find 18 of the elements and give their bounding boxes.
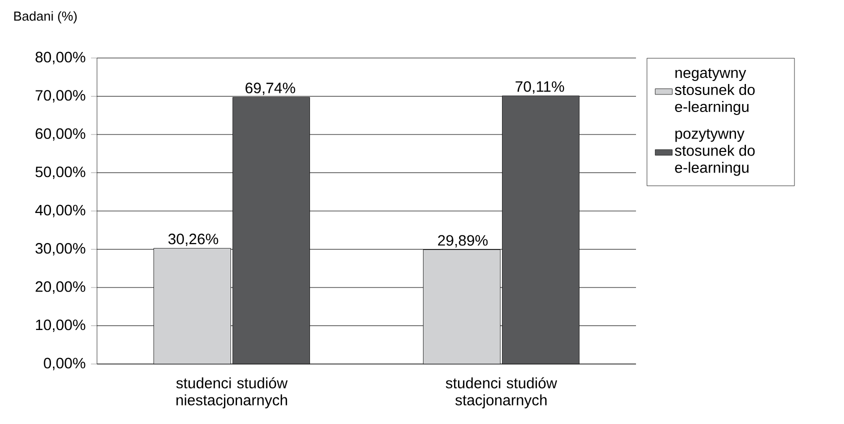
y-tick-label: 80,00% xyxy=(36,52,86,64)
y-tick-label: 40,00% xyxy=(35,204,86,218)
y-tick-label: 0,00% xyxy=(44,358,86,370)
y-tick-label: 30,00% xyxy=(35,243,86,256)
y-axis-title: Badani (%) xyxy=(14,11,77,24)
legend-label: pozytywny stosunek do e-learningu xyxy=(674,129,755,176)
data-label: 70,11% xyxy=(516,81,564,94)
data-label: 30,26% xyxy=(168,234,218,246)
y-tick-label: 50,00% xyxy=(36,166,86,179)
y-tick-label: 70,00% xyxy=(36,90,86,102)
y-tick-label: 20,00% xyxy=(36,281,86,294)
y-tick-label: 10,00% xyxy=(36,320,86,332)
x-tick-label: studenci studiów niestacjonarnych xyxy=(176,377,288,408)
data-label: 29,89% xyxy=(438,235,488,248)
legend-label: negatywny stosunek do e-learningu xyxy=(674,68,755,116)
y-tick-label: 60,00% xyxy=(36,128,86,141)
data-label: 69,74% xyxy=(246,82,296,96)
x-tick-label: studenci studiów stacjonarnych xyxy=(446,377,558,408)
